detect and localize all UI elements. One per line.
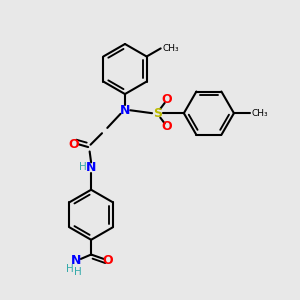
- Text: H: H: [79, 162, 87, 172]
- Text: CH₃: CH₃: [163, 44, 179, 53]
- Text: O: O: [68, 138, 79, 151]
- Text: O: O: [102, 254, 112, 267]
- Text: N: N: [71, 254, 82, 267]
- Text: CH₃: CH₃: [252, 109, 268, 118]
- Text: N: N: [86, 161, 96, 174]
- Text: S: S: [153, 107, 162, 120]
- Text: O: O: [161, 120, 172, 133]
- Text: O: O: [161, 93, 172, 106]
- Text: N: N: [120, 104, 130, 117]
- Text: H: H: [66, 264, 74, 274]
- Text: H: H: [74, 267, 82, 277]
